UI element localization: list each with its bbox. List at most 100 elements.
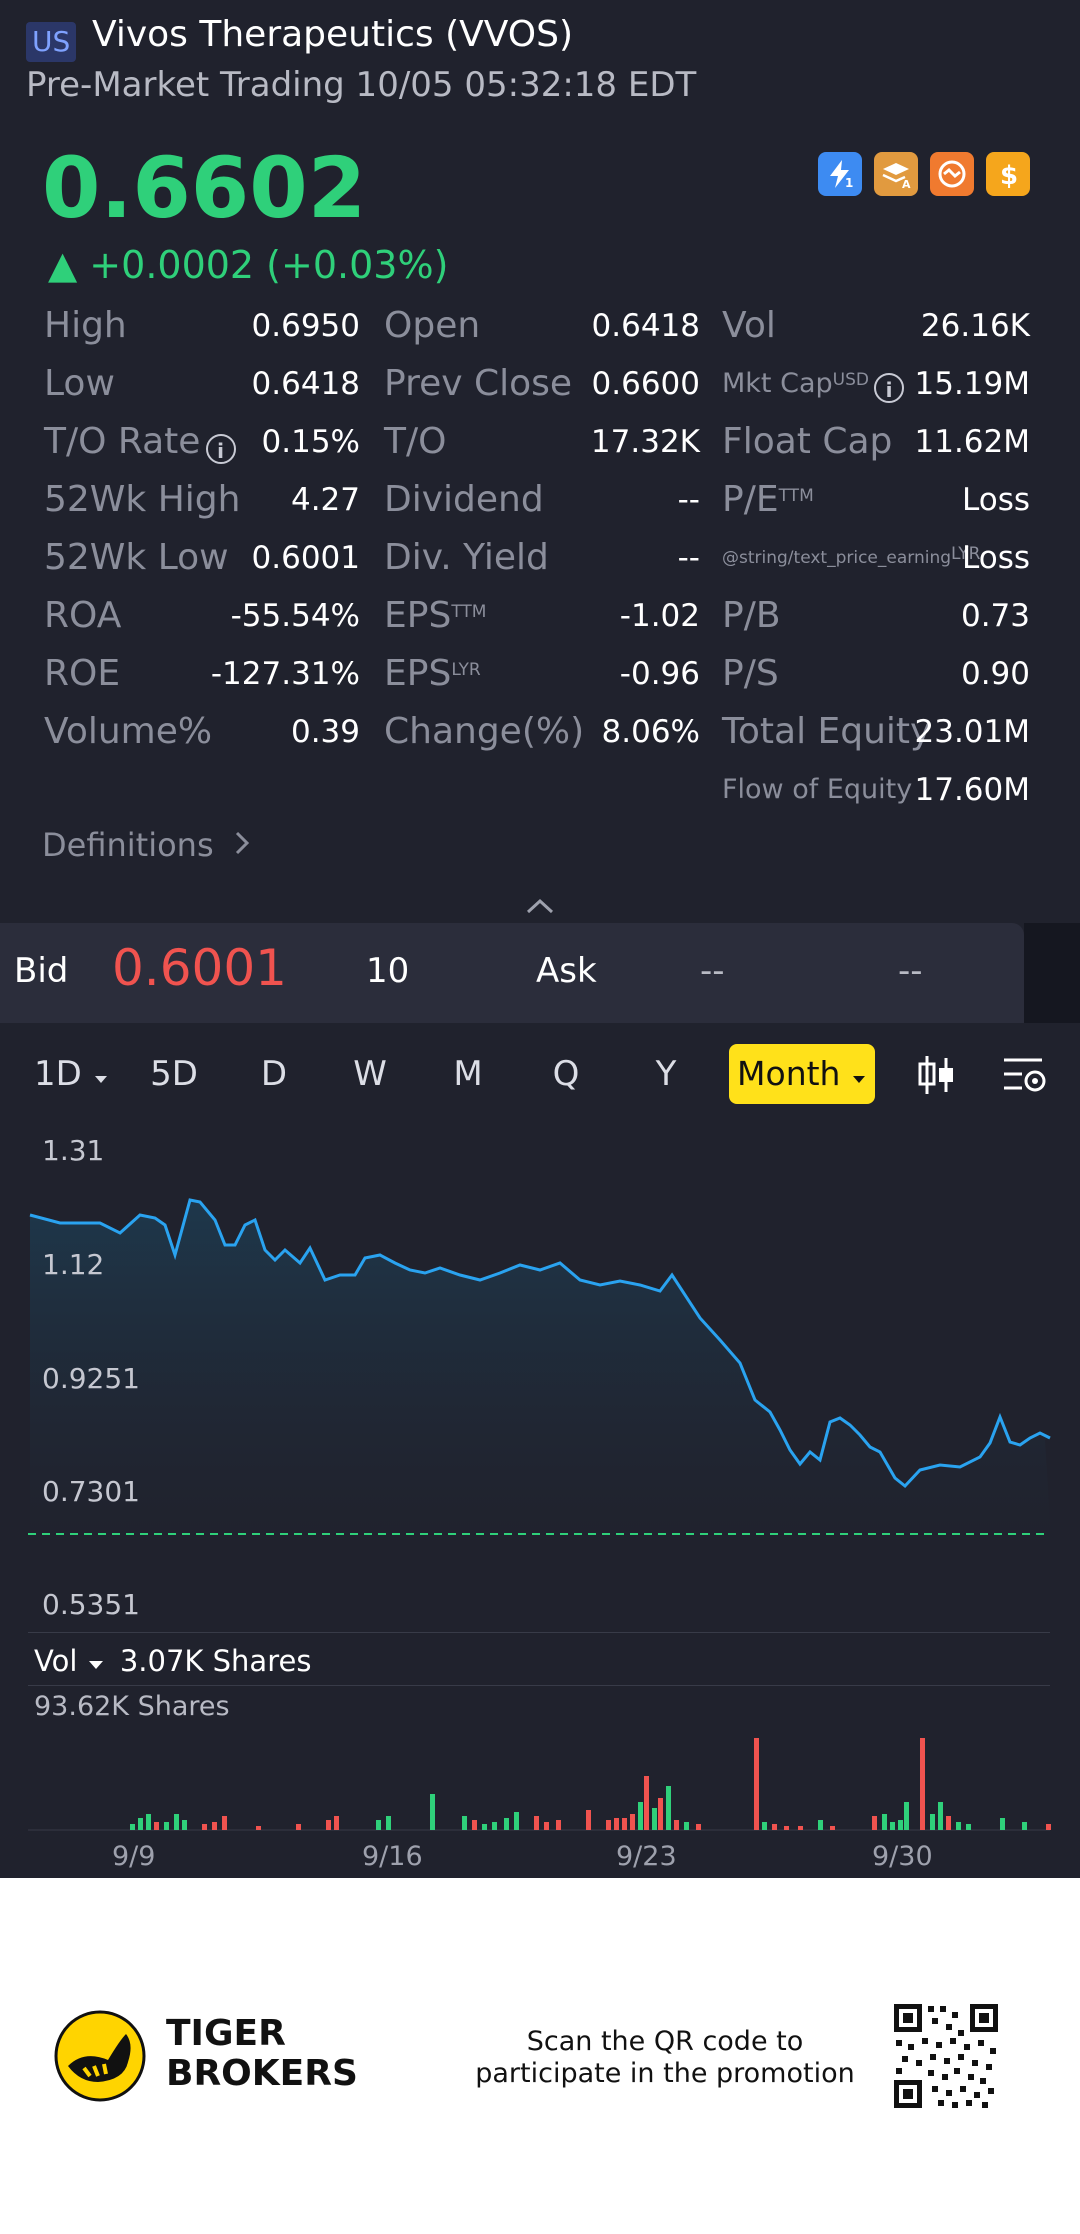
stat-vol: Vol 26.16K: [722, 305, 1030, 346]
chevron-up-icon[interactable]: [524, 896, 556, 920]
volume-bar: [898, 1820, 903, 1830]
volume-bar: [956, 1822, 961, 1830]
svg-text:A: A: [902, 178, 911, 191]
volume-bar: [630, 1814, 635, 1830]
price-area: [30, 1200, 1050, 1550]
ask-label: Ask: [536, 951, 597, 991]
price-line-tail: [590, 1260, 605, 1265]
volume-bar: [212, 1822, 217, 1830]
svg-text:$: $: [1000, 161, 1018, 191]
volume-bar: [492, 1822, 497, 1830]
volume-bar: [376, 1820, 381, 1830]
lightning-icon[interactable]: 1: [818, 152, 862, 196]
x-axis-label: 9/23: [616, 1841, 677, 1872]
stat-prev-close: Prev Close 0.6600: [384, 363, 700, 404]
x-axis-label: 9/9: [112, 1841, 156, 1872]
tab-month[interactable]: Month: [729, 1044, 875, 1104]
volume-bar: [386, 1816, 391, 1830]
price-line-chart: [30, 1200, 1050, 1550]
ask-size: --: [898, 951, 923, 991]
x-axis-label: 9/30: [872, 1841, 933, 1872]
tab-m[interactable]: M: [453, 1054, 483, 1094]
stock-detail-screen: US Vivos Therapeutics (VVOS) Pre-Market …: [0, 0, 1080, 1878]
last-price: 0.6602: [42, 139, 367, 237]
tab-y[interactable]: Y: [655, 1054, 677, 1094]
stat-eps-lyr: EPSLYR -0.96: [384, 653, 700, 694]
tab-q[interactable]: Q: [552, 1054, 580, 1094]
stat-high: High 0.6950: [44, 305, 360, 346]
candlestick-icon[interactable]: [916, 1054, 956, 1100]
volume-chart: [28, 1738, 1051, 1831]
stat-open: Open 0.6418: [384, 305, 700, 346]
volume-bar: [462, 1816, 467, 1830]
volume-bar: [904, 1802, 909, 1830]
tab-w[interactable]: W: [353, 1054, 387, 1094]
volume-indicator-selector[interactable]: Vol 3.07K Shares: [34, 1644, 312, 1678]
volume-bar: [644, 1776, 649, 1830]
volume-bar: [174, 1814, 179, 1830]
volume-bar: [930, 1814, 935, 1830]
volume-bar: [256, 1826, 261, 1830]
stat-flow-of-equity: Flow of Equity 17.60M: [722, 772, 1030, 808]
stat-float-cap: Float Cap 11.62M: [722, 421, 1030, 462]
stats-column-1: High 0.6950 Low 0.6418 T/O Rate i 0.15% …: [44, 304, 360, 768]
volume-bar: [556, 1820, 561, 1830]
chart-settings-icon[interactable]: [1002, 1054, 1048, 1100]
price-line: [29, 1198, 1051, 1489]
volume-bar: [334, 1816, 339, 1830]
volume-bar: [586, 1810, 591, 1830]
bid-size: 10: [366, 951, 410, 991]
stat-pe-lyr: @string/text_price_earningLYR Loss: [722, 540, 1030, 576]
qr-code-icon[interactable]: [892, 2002, 1000, 2114]
info-icon[interactable]: i: [874, 372, 905, 403]
y-axis-label: 1.12: [42, 1248, 105, 1281]
layers-icon[interactable]: A: [874, 152, 918, 196]
dollar-icon[interactable]: $: [986, 152, 1030, 196]
tab-5d[interactable]: 5D: [150, 1054, 198, 1094]
bid-price: 0.6001: [112, 939, 287, 997]
stat-roe: ROE -127.31%: [44, 653, 360, 694]
volume-bar: [534, 1816, 539, 1830]
tab-1d[interactable]: 1D: [34, 1040, 114, 1108]
info-icon[interactable]: i: [205, 433, 236, 464]
tab-d[interactable]: D: [260, 1054, 288, 1094]
volume-bar: [146, 1814, 151, 1830]
volume-bar: [658, 1798, 663, 1830]
volume-bar: [614, 1818, 619, 1830]
price-chart[interactable]: 1.31 1.12 0.9251 0.7301 0.5351: [0, 1120, 1080, 1621]
bid-ask-side-panel: [1024, 923, 1080, 1023]
volume-bar: [830, 1826, 835, 1830]
volume-bar: [762, 1822, 767, 1830]
volume-bar: [482, 1824, 487, 1830]
volume-bar: [296, 1824, 301, 1830]
market-tag: US: [26, 22, 77, 62]
volume-max-label: 93.62K Shares: [34, 1691, 230, 1722]
divider: [28, 1685, 1050, 1686]
volume-bar: [696, 1824, 701, 1830]
volume-bar: [202, 1824, 207, 1830]
ask-price: --: [700, 951, 725, 991]
trading-session-status: Pre-Market Trading 10/05 05:32:18 EDT: [26, 65, 697, 105]
svg-text:1: 1: [845, 176, 853, 190]
bid-label: Bid: [14, 951, 69, 991]
definitions-link[interactable]: Definitions: [42, 823, 250, 867]
price-change: ▲ +0.0002 (+0.03%): [48, 243, 449, 287]
volume-bar: [890, 1822, 895, 1830]
volume-bar: [182, 1820, 187, 1830]
volume-bar: [684, 1822, 689, 1830]
volume-bar: [164, 1822, 169, 1830]
volume-bar: [504, 1818, 509, 1830]
stat-pb: P/B 0.73: [722, 595, 1030, 636]
price-line-overlay: [28, 1198, 1051, 1535]
y-axis-label: 0.5351: [42, 1588, 140, 1621]
stats-column-2: Open 0.6418 Prev Close 0.6600 T/O 17.32K…: [384, 304, 700, 768]
brand-name: TIGER BROKERS: [166, 2013, 358, 2094]
volume-bar: [938, 1802, 943, 1830]
y-axis-label: 1.31: [42, 1134, 105, 1167]
volume-bar: [1000, 1818, 1005, 1830]
stats-column-3: Vol 26.16K Mkt CapUSD i 15.19M Float Cap…: [722, 304, 1030, 826]
stat-div-yield: Div. Yield --: [384, 537, 700, 578]
caret-down-icon: [87, 1644, 105, 1678]
handshake-icon[interactable]: [930, 152, 974, 196]
volume-bar: [154, 1822, 159, 1830]
